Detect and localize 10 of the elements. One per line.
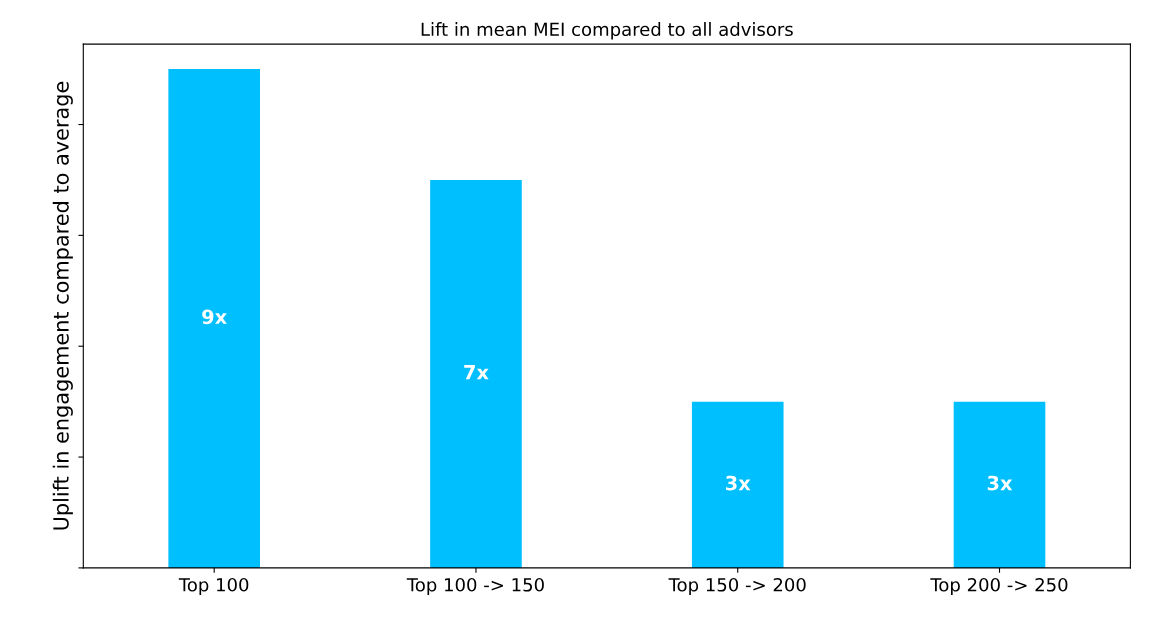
x-tick-label: Top 100: [178, 577, 249, 596]
x-tick-label: Top 150 -> 200: [668, 577, 806, 596]
x-tick-label: Top 100 -> 150: [406, 577, 544, 596]
data-label: 3x: [987, 475, 1013, 491]
data-label: 9x: [202, 309, 227, 325]
chart-title: Lift in mean MEI compared to all advisors: [421, 22, 793, 40]
data-label: 3x: [726, 475, 751, 491]
data-label: 7x: [464, 365, 489, 380]
y-axis-title: Uplift in engagement compared to average: [52, 81, 73, 530]
x-tick-label: Top 200 -> 250: [930, 577, 1068, 596]
